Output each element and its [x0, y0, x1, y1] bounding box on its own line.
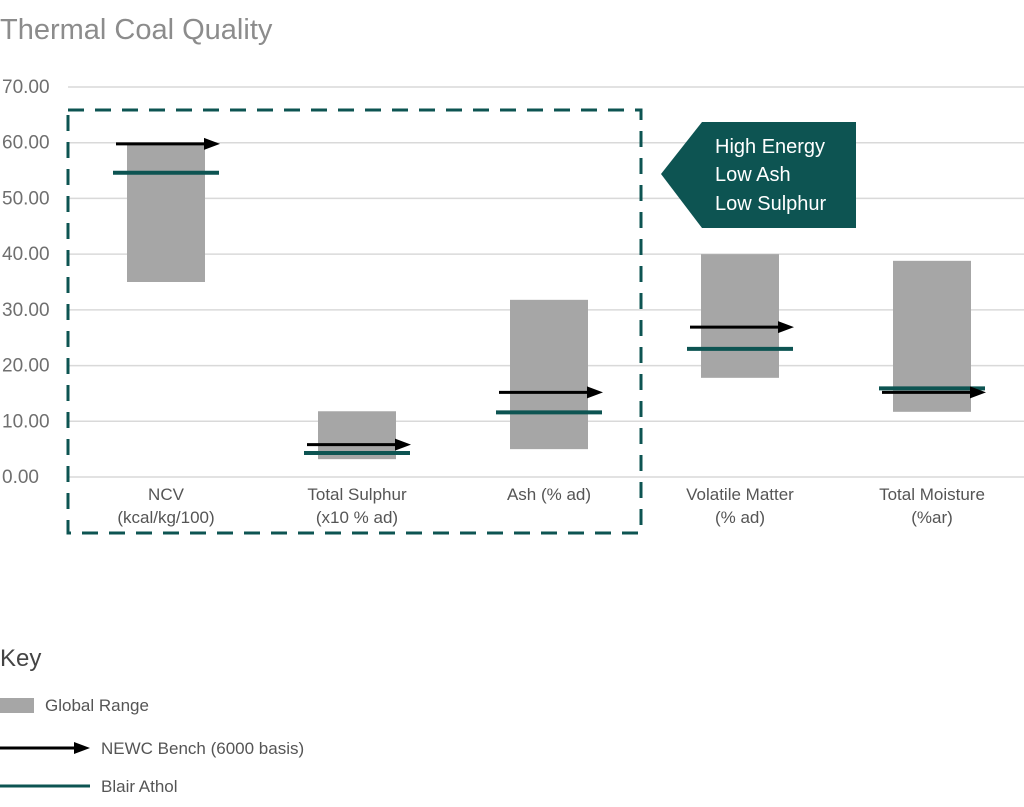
category-label: NCV: [148, 485, 185, 504]
callout-shape: [661, 122, 856, 228]
newc-bench-arrow-head: [395, 438, 411, 451]
callout-line-1: High Energy: [715, 136, 825, 158]
category-labels: NCV (kcal/kg/100) Total Sulphur (x10 % ad) A…: [117, 485, 985, 527]
global-range-bar: [127, 143, 205, 282]
newc-bench-arrow-head: [778, 321, 794, 334]
category-label: (% ad): [715, 508, 765, 527]
legend: Key Global Range NEWC Bench (6000 basis)…: [0, 645, 304, 796]
y-tick-label: 0.00: [2, 467, 39, 488]
category-label: (%ar): [911, 508, 953, 527]
highlight-dashed-box: [66, 108, 643, 535]
legend-arrow-label: NEWC Bench (6000 basis): [101, 739, 304, 758]
key-title: Key: [0, 645, 41, 672]
y-tick-label: 20.00: [2, 356, 50, 377]
y-tick-label: 30.00: [2, 300, 50, 321]
category-label: Total Sulphur: [307, 485, 407, 504]
legend-line-label: Blair Athol: [101, 777, 178, 796]
category-label: Volatile Matter: [686, 485, 794, 504]
category-label: (x10 % ad): [316, 508, 398, 527]
legend-range-swatch: [0, 698, 34, 713]
global-range-bar: [510, 299, 588, 450]
category-label: (kcal/kg/100): [117, 508, 214, 527]
y-axis-ticks: 0.00 10.00 20.00 30.00 40.00 50.00 60.00 70.00: [2, 77, 50, 488]
newc-bench-arrow-head: [587, 386, 603, 399]
global-range-bar: [701, 254, 779, 378]
newc-bench-arrow-head: [970, 386, 986, 399]
callout-line-2: Low Ash: [715, 164, 791, 186]
callout-line-3: Low Sulphur: [715, 193, 827, 215]
chart-title: Thermal Coal Quality: [0, 14, 273, 46]
category-label: Total Moisture: [879, 485, 985, 504]
category-label: Ash (% ad): [507, 485, 591, 504]
newc-bench-arrows: [116, 137, 986, 451]
y-tick-label: 50.00: [2, 188, 50, 209]
y-tick-label: 70.00: [2, 77, 50, 98]
legend-range-label: Global Range: [45, 696, 149, 715]
callout-badge: High Energy Low Ash Low Sulphur: [661, 122, 856, 228]
blair-athol-lines: [113, 170, 985, 456]
y-tick-label: 60.00: [2, 133, 50, 154]
y-tick-label: 10.00: [2, 411, 50, 432]
y-tick-label: 40.00: [2, 244, 50, 265]
legend-arrow-head: [74, 742, 90, 754]
newc-bench-arrow-head: [204, 137, 220, 150]
